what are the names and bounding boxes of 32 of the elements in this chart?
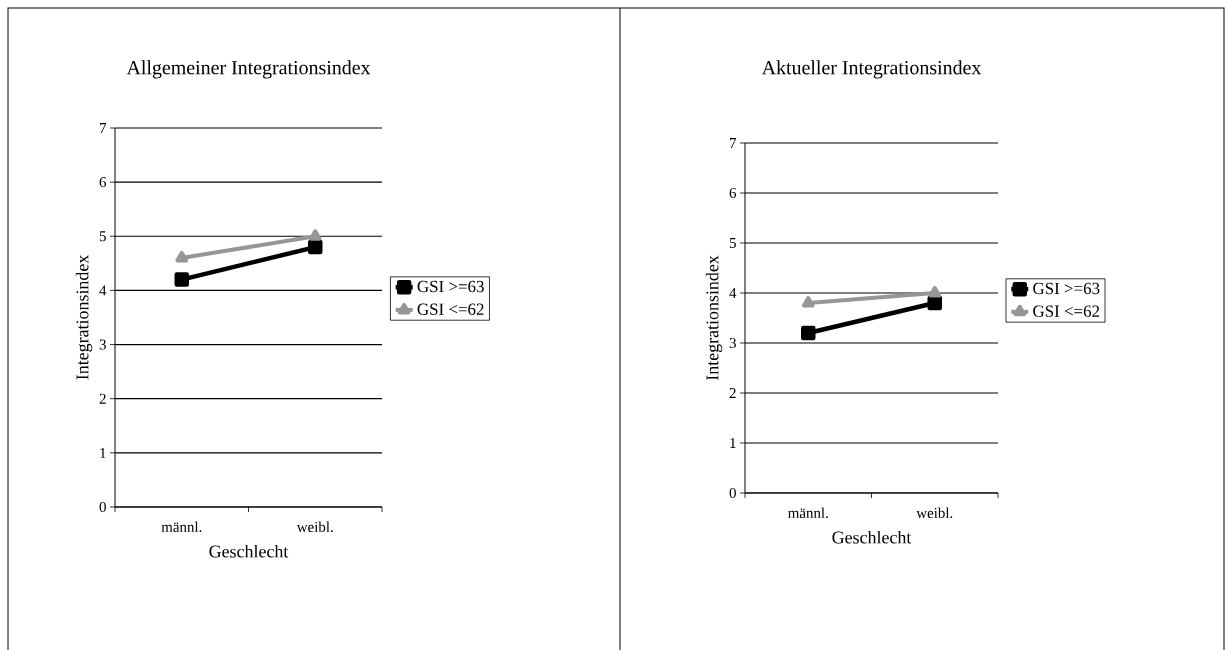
y-tick-label: 4 bbox=[729, 288, 737, 298]
y-tick-label: 5 bbox=[729, 238, 736, 248]
x-axis-title: Geschlecht bbox=[832, 530, 912, 544]
y-tick-label: 0 bbox=[99, 501, 106, 513]
x-tick-label: weibl. bbox=[916, 507, 953, 519]
y-tick-label: 2 bbox=[729, 388, 736, 398]
legend-label: GSI >=63 bbox=[1033, 282, 1100, 295]
x-tick-label: männl. bbox=[161, 521, 202, 533]
x-tick-label: weibl. bbox=[296, 521, 333, 533]
y-tick-label: 0 bbox=[729, 487, 736, 499]
y-axis-title: Integrationsindex bbox=[75, 254, 93, 380]
y-tick-label: 3 bbox=[99, 339, 106, 350]
y-axis-title: Integrationsindex bbox=[705, 255, 723, 381]
y-tick-label: 2 bbox=[99, 393, 106, 404]
point bbox=[308, 239, 323, 255]
y-tick-label: 3 bbox=[729, 337, 736, 348]
y-tick-label: 6 bbox=[99, 177, 107, 188]
point bbox=[174, 272, 190, 287]
y-tick-label: 1 bbox=[730, 438, 736, 448]
chart-title: Aktueller Integrationsindex bbox=[761, 60, 982, 79]
legend-label: GSI >=63 bbox=[417, 280, 484, 293]
chart-title: Allgemeiner Integrationsindex bbox=[126, 60, 371, 79]
y-tick-label: 1 bbox=[100, 447, 106, 458]
legend-label: GSI <=62 bbox=[1033, 305, 1100, 317]
y-tick-label: 7 bbox=[730, 138, 737, 148]
y-tick-label: 4 bbox=[99, 285, 107, 296]
y-tick-label: 6 bbox=[729, 187, 737, 199]
y-tick-label: 7 bbox=[100, 123, 107, 133]
legend-label: GSI <=62 bbox=[417, 303, 484, 315]
x-axis-title: Geschlecht bbox=[209, 544, 289, 558]
y-tick-label: 5 bbox=[99, 231, 106, 242]
x-tick-label: männl. bbox=[788, 507, 828, 519]
